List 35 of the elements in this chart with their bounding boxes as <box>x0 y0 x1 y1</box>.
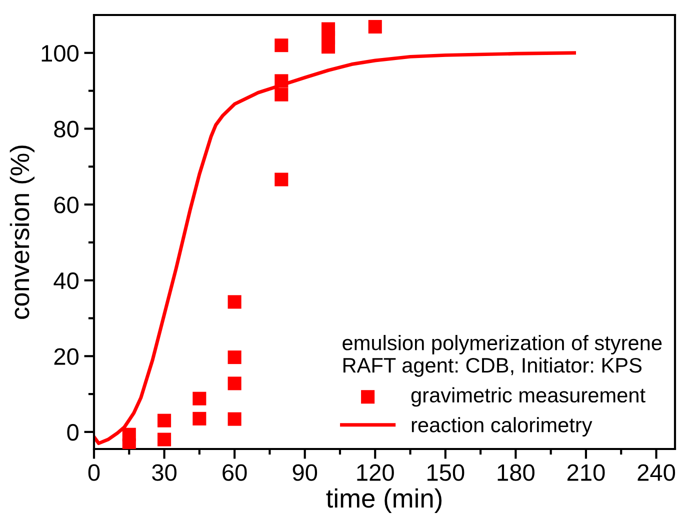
point <box>228 412 242 426</box>
y-tick-label: 0 <box>67 424 78 441</box>
legend-title: emulsion polymerization of styrene RAFT agent: CDB, Initiator: KPS <box>342 334 662 377</box>
point <box>228 376 242 390</box>
point <box>274 38 288 52</box>
y-tick-label: 20 <box>54 348 78 365</box>
point <box>192 412 206 426</box>
legend-label: gravimetric measurement <box>411 387 646 407</box>
point <box>228 295 242 309</box>
y-tick-label: 100 <box>42 44 78 62</box>
y-tick-label: 60 <box>54 196 78 214</box>
point <box>122 428 136 442</box>
legend-label: reaction calorimetry <box>412 417 592 436</box>
point <box>274 172 288 186</box>
point <box>228 350 242 364</box>
x-tick-label: 90 <box>292 464 318 481</box>
x-tick-label: 240 <box>638 464 676 481</box>
point <box>158 432 172 446</box>
x-tick-label: 120 <box>357 464 394 481</box>
point <box>274 88 288 102</box>
point <box>368 20 382 34</box>
y-tick-label: 80 <box>54 120 78 138</box>
x-tick-label: 60 <box>222 464 247 481</box>
y-axis-title: conversion (%) <box>10 146 34 319</box>
y-tick-label: 40 <box>54 272 78 290</box>
x-tick-label: 210 <box>567 464 605 481</box>
x-tick-label: 180 <box>498 464 534 481</box>
x-tick-label: 30 <box>152 464 176 481</box>
point <box>274 74 288 88</box>
x-axis-title: time (min) <box>326 488 442 513</box>
point <box>192 392 206 406</box>
x-tick-label: 150 <box>428 464 464 481</box>
point <box>158 414 172 428</box>
point <box>322 22 336 36</box>
x-tick-label: 0 <box>88 464 100 481</box>
